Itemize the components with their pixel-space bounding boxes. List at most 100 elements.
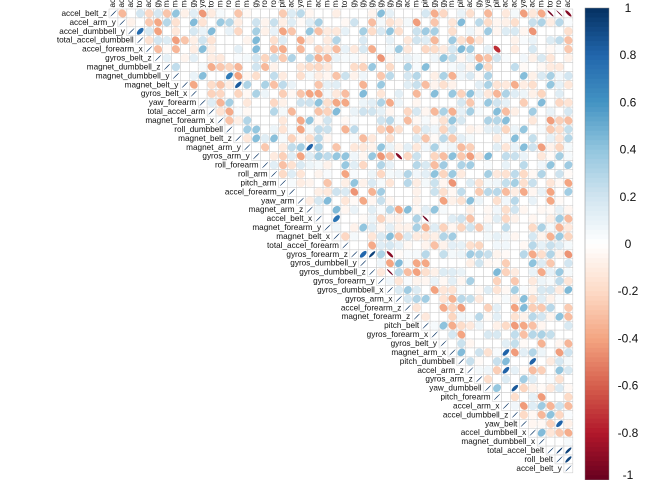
corr-cell [429,196,440,206]
corr-cell [269,133,279,144]
corr-ellipse [252,27,261,36]
corr-ellipse [270,134,278,143]
corr-ellipse [430,161,439,170]
corr-ellipse [501,178,511,188]
grid-cell [251,106,261,117]
corr-cell [313,35,324,45]
colorbar-segment [585,395,609,401]
corr-ellipse [448,249,457,259]
corr-cell [474,133,484,144]
corr-cell [420,320,431,331]
corr-ellipse [287,151,297,161]
corr-ellipse [564,161,573,170]
corr-cell [519,160,529,170]
corr-ellipse [341,196,350,206]
grid-cell [189,62,199,72]
grid-cell [501,383,511,393]
corr-cell [242,124,252,135]
corr-cell [269,44,279,54]
corr-cell [287,35,297,45]
corr-cell [197,35,208,45]
colorbar-segment [585,177,609,184]
corr-ellipse [358,151,368,161]
column-label: gyros_arm_z [474,0,483,8]
corr-ellipse [564,392,573,402]
corr-cell [412,106,422,117]
corr-ellipse [296,36,305,45]
corr-ellipse [377,9,385,18]
corr-ellipse [296,152,305,161]
corr-cell [358,8,368,19]
corr-cell [349,178,360,188]
corr-ellipse [456,71,466,81]
colorbar-segment [585,456,609,462]
corr-ellipse [510,187,520,197]
corr-ellipse [448,330,457,339]
corr-ellipse [448,321,457,330]
corr-cell [465,231,475,242]
colorbar-tick-label: 0.4 [620,143,637,157]
corr-cell [215,89,226,99]
colorbar-tick-label: 0 [625,237,632,251]
grid-cell [456,231,467,242]
grid-cell [501,329,511,340]
corr-ellipse [546,330,555,339]
corr-cell [563,338,574,349]
corr-cell [465,160,475,170]
grid-cell [304,80,315,90]
corr-ellipse [403,258,413,268]
corr-ellipse [457,161,466,170]
corr-cell [358,26,368,37]
grid-cell [536,35,547,45]
corr-cell [438,80,449,90]
corr-ellipse [439,250,448,259]
corr-ellipse [519,143,528,152]
corr-cell [447,44,458,54]
corr-ellipse [439,294,448,304]
corr-ellipse [359,80,368,89]
corr-ellipse [537,410,546,419]
corr-ellipse [412,276,422,286]
row-label: accel_dumbbell_x [461,428,527,437]
grid-cell [260,97,270,108]
grid-cell [447,8,458,19]
corr-ellipse [555,383,564,393]
corr-cell [429,187,440,197]
corr-cell [429,106,440,117]
corr-cell [554,231,565,242]
grid-cell [474,329,484,340]
corr-ellipse [278,116,288,125]
column-label: gyros_dumbbell_x [385,0,394,8]
row-label: gyros_belt_y [391,339,438,348]
colorbar-segment [585,31,609,37]
corr-cell [269,53,279,63]
corr-cell [554,445,565,456]
corr-cell [313,17,324,28]
corr-cell [260,142,270,152]
corr-cell [438,151,449,161]
corr-cell [206,89,217,99]
corr-ellipse [528,44,537,54]
corr-cell [429,169,440,179]
grid-cell [180,71,190,81]
grid-cell [438,35,449,45]
column-label: magnet_forearm_z [412,0,421,8]
grid-cell [501,392,511,402]
corr-ellipse [305,89,314,98]
corr-ellipse [207,9,216,18]
corr-ellipse [492,347,502,357]
corr-cell [215,35,226,45]
corr-ellipse [439,187,448,197]
corr-ellipse [341,232,350,241]
corr-cell [519,178,529,188]
corr-cell [233,35,244,45]
corr-cell [438,303,449,313]
corr-cell [358,115,368,126]
corr-ellipse [403,268,412,277]
corr-cell [376,151,386,161]
column-label: accel_dumbbell_y [126,0,135,8]
grid-cell [474,267,484,277]
grid-cell [554,329,565,340]
corr-ellipse [492,232,502,241]
grid-cell [429,294,440,304]
